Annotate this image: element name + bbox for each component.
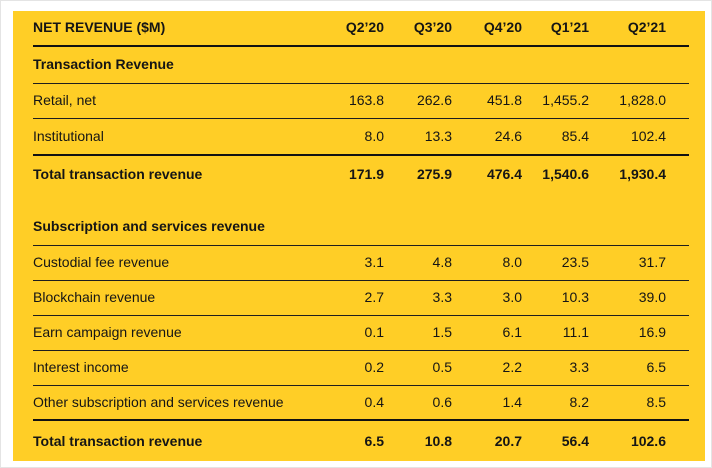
cell-value: 0.2 [364,359,384,376]
section-gap [33,193,689,209]
cell-value: 2.7 [364,289,384,306]
cell-value: 0.5 [432,359,452,376]
cell-value: 10.3 [561,289,589,306]
total-row-label: Total transaction revenue [33,433,203,450]
total-row-label: Total transaction revenue [33,165,203,182]
total-cell-value: 171.9 [348,165,384,182]
cell-value: 6.1 [502,324,522,341]
cell-value: 102.4 [630,127,666,144]
total-cell-value: 6.5 [364,433,384,450]
cell-value: 13.3 [424,127,452,144]
cell-value: 11.1 [562,324,589,341]
total-cell-value: 102.6 [630,433,666,450]
column-header-q2-20: Q2’20 [345,19,384,36]
cell-value: 1.4 [502,393,522,410]
total-cell-value: 10.8 [424,433,452,450]
cell-value: 23.5 [561,254,589,271]
cell-value: 31.7 [638,254,666,271]
table-row-earn-campaign-revenue: Earn campaign revenue 0.1 1.5 6.1 11.1 1… [33,316,689,351]
cell-value: 8.5 [646,393,666,410]
cell-value: 262.6 [416,92,452,109]
cell-value: 16.9 [638,324,666,341]
row-label: Other subscription and services revenue [33,393,284,410]
cell-value: 3.1 [364,254,384,271]
table-row-blockchain-revenue: Blockchain revenue 2.7 3.3 3.0 10.3 39.0 [33,281,689,316]
row-label: Custodial fee revenue [33,254,170,271]
cell-value: 1,455.2 [542,92,589,109]
table-row-retail-net: Retail, net 163.8 262.6 451.8 1,455.2 1,… [33,84,689,119]
row-label: Earn campaign revenue [33,324,182,341]
net-revenue-table-panel: NET REVENUE ($M) Q2’20 Q3’20 Q4’20 Q1’21… [13,11,705,461]
column-header-q1-21: Q1’21 [550,19,589,36]
table-row-institutional: Institutional 8.0 13.3 24.6 85.4 102.4 [33,119,689,156]
cell-value: 8.0 [364,127,384,144]
cell-value: 24.6 [494,127,522,144]
table-row-other-subscription-services: Other subscription and services revenue … [33,386,689,421]
table-title: NET REVENUE ($M) [33,19,166,36]
cell-value: 1.5 [432,324,452,341]
section-title: Transaction Revenue [33,56,174,73]
column-header-q3-20: Q3’20 [413,19,452,36]
table-row-total-subscription-services: Total transaction revenue 6.5 10.8 20.7 … [33,421,689,463]
table-row-interest-income: Interest income 0.2 0.5 2.2 3.3 6.5 [33,351,689,386]
cell-value: 85.4 [561,127,589,144]
cell-value: 3.3 [569,359,589,376]
table-row-custodial-fee-revenue: Custodial fee revenue 3.1 4.8 8.0 23.5 3… [33,246,689,281]
row-label: Interest income [33,359,129,376]
cell-value: 6.5 [646,359,666,376]
cell-value: 0.1 [364,324,384,341]
total-cell-value: 1,930.4 [619,165,666,182]
cell-value: 1,828.0 [619,92,666,109]
section-header-subscription-services: Subscription and services revenue [33,209,689,246]
total-cell-value: 1,540.6 [542,165,589,182]
cell-value: 4.8 [432,254,452,271]
cell-value: 163.8 [348,92,384,109]
table-row-total-transaction-revenue: Total transaction revenue 171.9 275.9 47… [33,156,689,193]
section-title: Subscription and services revenue [33,218,265,235]
total-cell-value: 56.4 [561,433,589,450]
row-label: Institutional [33,127,104,144]
total-cell-value: 20.7 [494,433,522,450]
cell-value: 3.0 [502,289,522,306]
cell-value: 451.8 [486,92,522,109]
cell-value: 3.3 [432,289,452,306]
column-header-q2-21: Q2’21 [627,19,666,36]
table-header-row: NET REVENUE ($M) Q2’20 Q3’20 Q4’20 Q1’21… [33,11,689,47]
cell-value: 0.6 [432,393,452,410]
cell-value: 0.4 [364,393,384,410]
total-cell-value: 476.4 [486,165,522,182]
total-cell-value: 275.9 [416,165,452,182]
cell-value: 8.0 [502,254,522,271]
row-label: Blockchain revenue [33,289,156,306]
cell-value: 39.0 [638,289,666,306]
column-header-q4-20: Q4’20 [483,19,522,36]
cell-value: 2.2 [502,359,522,376]
row-label: Retail, net [33,92,97,109]
section-header-transaction-revenue: Transaction Revenue [33,47,689,84]
cell-value: 8.2 [569,393,589,410]
